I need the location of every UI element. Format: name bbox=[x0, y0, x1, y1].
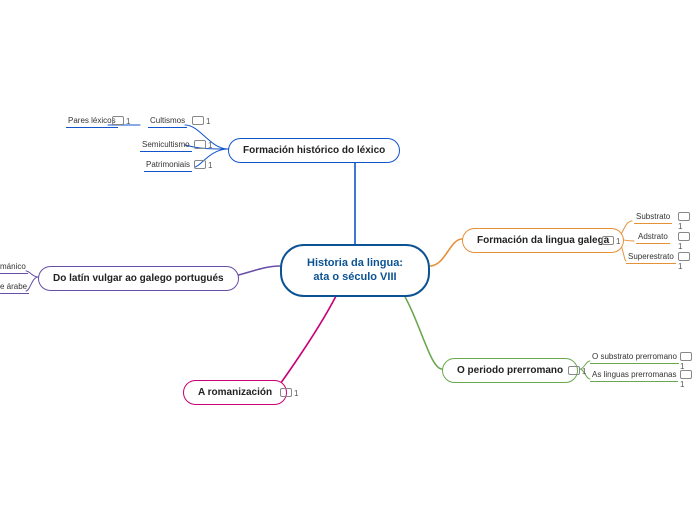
note-badge[interactable]: 1 bbox=[194, 159, 212, 170]
leaf-node[interactable]: Adstrato bbox=[636, 232, 670, 244]
note-badge[interactable]: 1 bbox=[194, 139, 212, 150]
leaf-node[interactable]: Substrato bbox=[634, 212, 672, 224]
leaf-node[interactable]: Cultismos bbox=[148, 116, 187, 128]
leaf-node[interactable]: As linguas prerromanas bbox=[590, 370, 678, 382]
note-badge[interactable]: 1 bbox=[678, 211, 696, 231]
note-badge[interactable]: 1 bbox=[280, 387, 298, 398]
mindmap-stage: { "canvas": { "width": 696, "height": 52… bbox=[0, 0, 696, 520]
leaf-node[interactable]: Pares léxicos bbox=[66, 116, 118, 128]
center-line1: Historia da lingua: bbox=[307, 257, 403, 269]
note-badge[interactable]: 1 bbox=[678, 251, 696, 271]
branch-galega[interactable]: Formación da lingua galega bbox=[462, 228, 624, 253]
leaf-node[interactable]: Patrimoniais bbox=[144, 160, 192, 172]
leaf-node[interactable]: mánico bbox=[0, 262, 28, 274]
branch-lexico[interactable]: Formación histórico do léxico bbox=[228, 138, 400, 163]
note-badge[interactable]: 1 bbox=[602, 235, 620, 246]
leaf-node[interactable]: O substrato prerromano bbox=[590, 352, 679, 364]
leaf-node[interactable]: e árabe bbox=[0, 282, 29, 294]
note-badge[interactable]: 1 bbox=[680, 351, 696, 371]
branch-romanizacion[interactable]: A romanización bbox=[183, 380, 287, 405]
note-badge[interactable]: 1 bbox=[112, 115, 130, 126]
branch-prerromano[interactable]: O periodo prerromano bbox=[442, 358, 578, 383]
note-badge[interactable]: 1 bbox=[680, 369, 696, 389]
note-badge[interactable]: 1 bbox=[192, 115, 210, 126]
note-badge[interactable]: 1 bbox=[568, 365, 586, 376]
center-line2: ata o século VIII bbox=[313, 271, 396, 283]
leaf-node[interactable]: Superestrato bbox=[626, 252, 676, 264]
leaf-node[interactable]: Semicultismo bbox=[140, 140, 192, 152]
center-node[interactable]: Historia da lingua: ata o século VIII bbox=[280, 244, 430, 297]
note-badge[interactable]: 1 bbox=[678, 231, 696, 251]
branch-latin[interactable]: Do latín vulgar ao galego portugués bbox=[38, 266, 239, 291]
